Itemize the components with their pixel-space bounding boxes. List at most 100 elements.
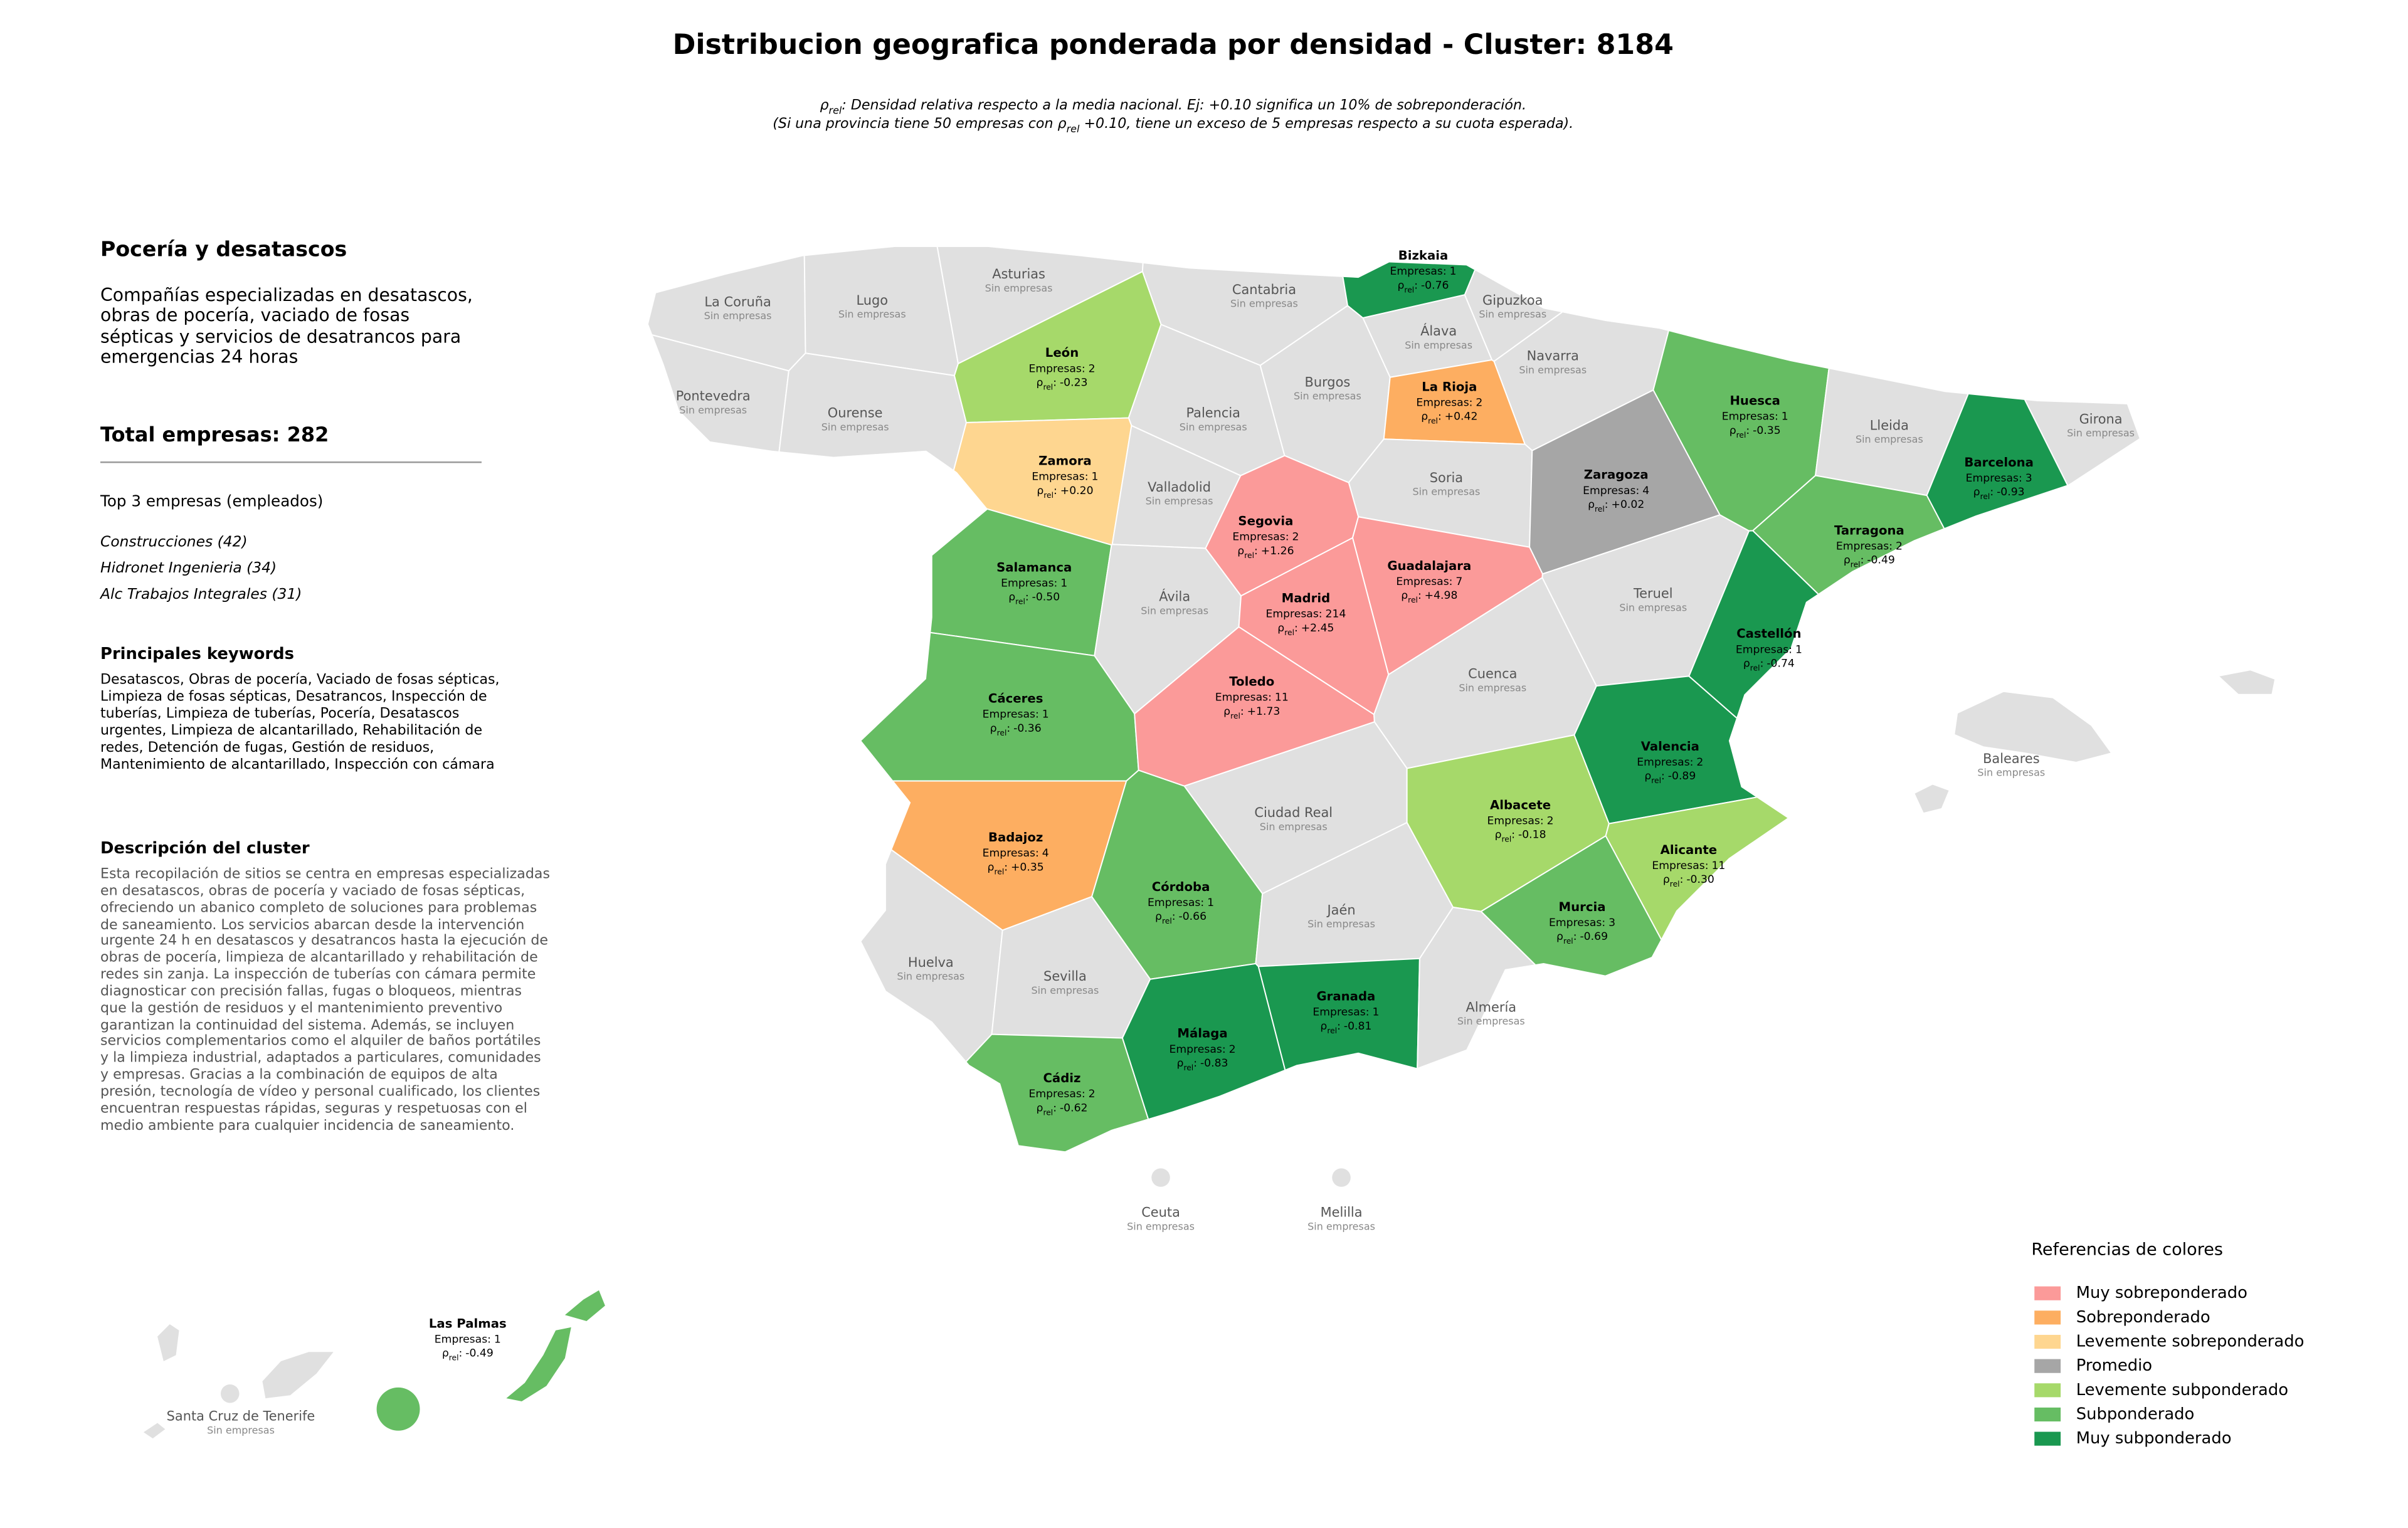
companies-line: Empresas: 7 (1396, 576, 1462, 588)
companies-line: Empresas: 2 (1232, 531, 1299, 544)
province-name: Melilla (1321, 1205, 1363, 1220)
no-companies: Sin empresas (1519, 364, 1587, 376)
companies-value: 7 (1455, 576, 1462, 588)
no-companies: Sin empresas (1294, 390, 1361, 402)
subtitle-part: ρ (1058, 115, 1067, 131)
no-companies: Sin empresas (1180, 421, 1247, 433)
rho-value: -0.76 (1421, 279, 1449, 292)
companies-value: 11 (1711, 860, 1725, 872)
companies-value: 1 (1782, 411, 1788, 423)
province-name: Albacete (1490, 798, 1551, 812)
rho-subscript: rel (1183, 1063, 1193, 1072)
rho-symbol: ρ (1644, 770, 1651, 782)
rho-value: -0.23 (1060, 376, 1088, 389)
rho-separator: : (1746, 424, 1750, 437)
rho-symbol: ρ (442, 1347, 449, 1360)
island-shape (1332, 1168, 1351, 1187)
rho-line: ρrel: +0.02 (1588, 498, 1644, 514)
companies-label: Empresas: (1028, 362, 1085, 375)
subtitle-line: (Si una provincia tiene 50 empresas con … (773, 115, 1573, 135)
companies-line: Empresas: 2 (1416, 396, 1482, 409)
province-name: Barcelona (1964, 455, 2034, 470)
top-heading: Top 3 empresas (empleados) (100, 493, 324, 511)
companies-line: Empresas: 3 (1966, 472, 2032, 485)
legend-label: Levemente subponderado (2076, 1381, 2288, 1399)
companies-label: Empresas: (1722, 411, 1778, 423)
subtitle-part: ρ (820, 97, 828, 113)
companies-value: 4 (1042, 847, 1049, 860)
subtitle-part: (Si una provincia tiene 50 empresas con (773, 115, 1057, 131)
subtitle-line: ρrel: Densidad relativa respecto a la me… (820, 97, 1526, 117)
rho-symbol: ρ (1401, 589, 1408, 602)
companies-line: Empresas: 11 (1215, 692, 1289, 704)
province-name: Bizkaia (1398, 248, 1449, 263)
province-name: Valladolid (1148, 480, 1211, 495)
rho-value: -0.49 (465, 1347, 494, 1360)
rho-subscript: rel (1980, 492, 1990, 501)
no-companies: Sin empresas (1141, 604, 1208, 616)
rho-symbol: ρ (1743, 657, 1750, 670)
rho-subscript: rel (1563, 937, 1573, 946)
companies-value: 1 (1060, 577, 1067, 589)
companies-line: Empresas: 2 (1487, 815, 1554, 828)
companies-label: Empresas: (1148, 897, 1204, 909)
rho-value: +0.42 (1445, 411, 1478, 423)
companies-line: Empresas: 1 (1148, 897, 1214, 909)
subtitle: ρrel: Densidad relativa respecto a la me… (773, 97, 1573, 135)
companies-line: Empresas: 1 (1312, 1006, 1379, 1019)
rho-line: ρrel: -0.89 (1644, 770, 1696, 785)
rho-separator: : (1573, 930, 1577, 943)
legend-label: Subponderado (2076, 1404, 2195, 1423)
rho-line: ρrel: +0.20 (1037, 485, 1093, 500)
no-companies: Sin empresas (1459, 682, 1526, 693)
keywords: Desatascos, Obras de pocería, Vaciado de… (100, 673, 500, 773)
companies-line: Empresas: 4 (983, 847, 1049, 860)
provinces (648, 246, 2140, 1152)
sidebar-description: Compañías especializadas en desatascos, … (100, 283, 473, 368)
rho-separator: : (1054, 485, 1057, 497)
rho-line: ρrel: -0.23 (1037, 376, 1088, 391)
rho-subscript: rel (1502, 835, 1512, 843)
rho-separator: : (1172, 910, 1176, 923)
companies-line: Empresas: 1 (983, 709, 1049, 721)
top-item: Construcciones (42) (100, 534, 248, 551)
rho-separator: : (1990, 486, 1993, 498)
province-name: Salamanca (996, 560, 1072, 574)
province-name: Baleares (1983, 751, 2040, 766)
companies-line: Empresas: 1 (1722, 411, 1788, 423)
province-name: Guadalajara (1387, 559, 1471, 573)
companies-value: 1 (1042, 709, 1049, 721)
companies-label: Empresas: (1169, 1043, 1225, 1056)
province-name: Badajoz (988, 830, 1043, 845)
islands (143, 669, 2276, 1439)
companies-label: Empresas: (1637, 756, 1693, 769)
top-list: Construcciones (42) Hidronet Ingenieria (… (100, 529, 302, 608)
rho-line: ρrel: -0.36 (990, 722, 1042, 737)
no-companies: Sin empresas (1856, 433, 1923, 445)
rho-separator: : (1025, 591, 1029, 604)
companies-label: Empresas: (1836, 540, 1893, 552)
island-shape (262, 1352, 334, 1399)
rho-value: +0.02 (1612, 498, 1645, 511)
province-name: Girona (2079, 412, 2123, 427)
rho-symbol: ρ (1320, 1020, 1327, 1033)
companies-label: Empresas: (1390, 265, 1446, 278)
companies-value: 1 (1372, 1006, 1379, 1019)
legend-label: Muy subponderado (2076, 1429, 2232, 1448)
rho-subscript: rel (1404, 285, 1414, 294)
province-area (648, 317, 789, 776)
no-companies: Sin empresas (821, 421, 889, 433)
province-area (803, 246, 959, 377)
companies-label: Empresas: (1265, 608, 1322, 621)
rho-value: +0.35 (1011, 861, 1044, 873)
rho-subscript: rel (1750, 663, 1760, 672)
rho-subscript: rel (1428, 416, 1438, 425)
rho-subscript: rel (1736, 430, 1746, 439)
rho-separator: : (1294, 622, 1298, 635)
rho-value: +1.26 (1261, 545, 1294, 557)
rho-line: ρrel: -0.50 (1008, 591, 1060, 606)
rho-separator: : (1337, 1020, 1341, 1033)
rho-subscript: rel (1851, 560, 1861, 569)
